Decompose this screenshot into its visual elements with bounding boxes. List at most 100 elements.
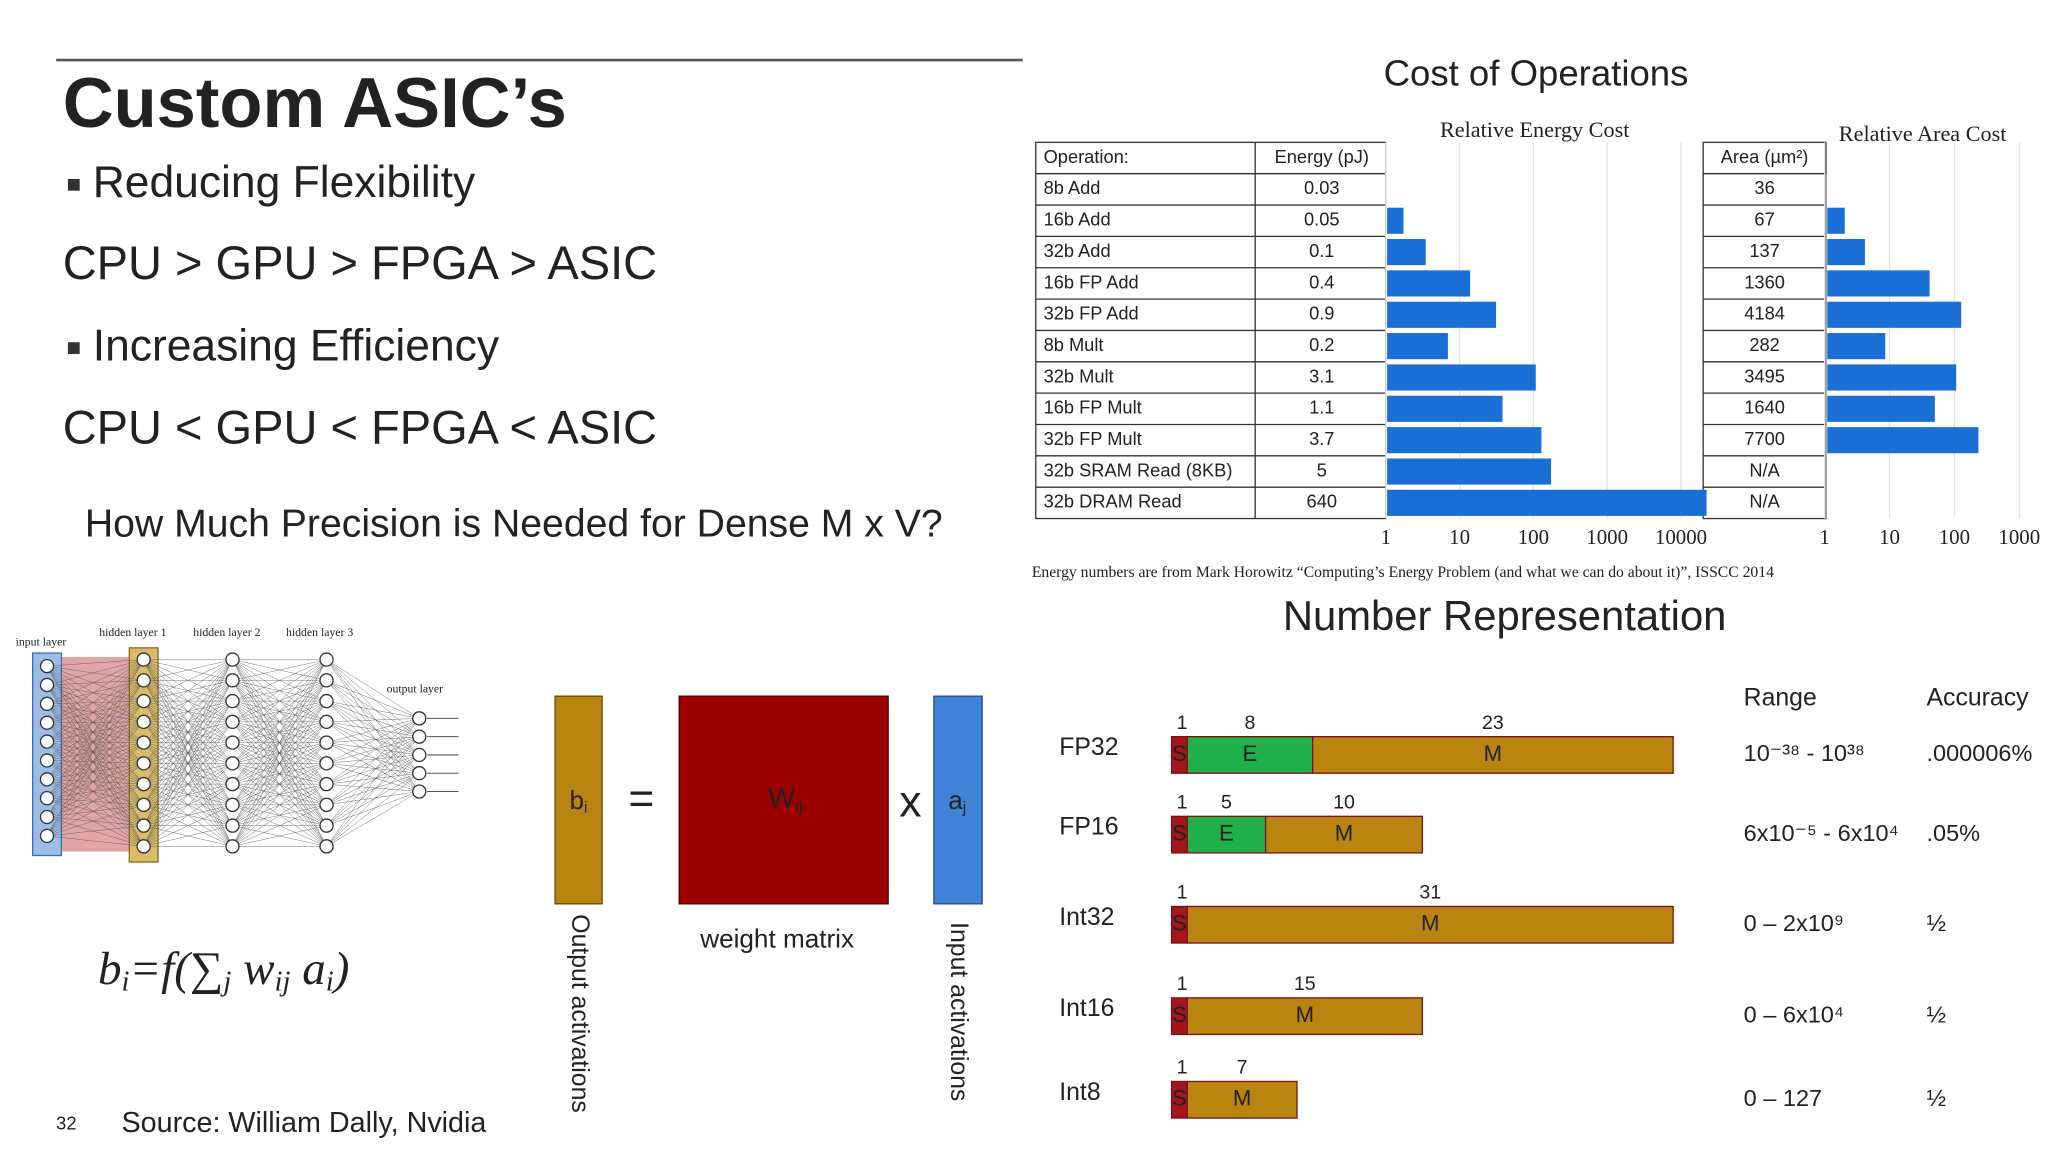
table-header: Energy (pJ) [1275,146,1369,167]
energy-bar [1387,333,1448,360]
net-edge [143,721,233,847]
net-node [319,735,334,750]
net-edge [326,700,420,792]
area-bar [1827,207,1845,234]
net-label: input layer [16,635,67,648]
format-name: Int32 [1059,904,1114,931]
net-edge [326,742,420,756]
subscript: i [584,800,587,817]
net-node [39,677,55,693]
net-edge [232,659,327,785]
area-bar [1827,364,1957,391]
net-edge [46,680,144,705]
net-edge [46,659,144,705]
net-node [412,766,427,781]
energy-bar [1387,489,1707,516]
net-edge [326,680,420,719]
area-bar [1827,270,1930,297]
net-edge [47,779,144,785]
energy-bar [1387,458,1552,485]
x-tick-label: 10 [1879,525,1900,549]
field-letter: S [1172,1002,1187,1027]
equals: = [628,775,654,824]
net-edge [46,783,144,799]
net-node [225,756,240,771]
net-edge [326,773,420,806]
net-edge [46,665,144,702]
comparison: CPU > GPU > FPGA > ASIC [63,236,657,289]
field-letter: S [1172,820,1187,845]
column-header: Range [1744,684,1817,711]
area-value: N/A [1749,491,1780,512]
range: 0 – 2x10⁹ [1744,910,1844,936]
net-edge [143,700,233,847]
net-edge [46,742,144,837]
net-edge [46,763,144,837]
net-edge [326,763,420,774]
net-edge [46,742,144,780]
op-name: 32b FP Add [1044,303,1139,324]
net-edge [326,721,420,792]
net-edge [46,700,144,818]
net-edge [326,680,420,774]
net-edge [326,718,420,785]
net-node [136,714,151,730]
formula-part: w [231,943,275,995]
net-edge [143,804,233,847]
bullet-text: Reducing Flexibility [93,158,476,207]
bullet [67,342,80,354]
net-node [225,714,240,730]
net-edge [46,659,144,818]
net-node [136,756,151,771]
net-edge [326,773,420,847]
area-value: 137 [1749,240,1779,261]
energy-value: 0.4 [1309,271,1334,292]
net-edge [232,659,327,847]
net-edge [46,721,144,818]
net-node [39,772,55,787]
op-name: 32b Add [1044,240,1111,261]
energy-value: 640 [1307,491,1337,512]
number-formats: FP32 10⁻³⁸ - 10³⁸ .000006% S 1 E 8 M 23 FP16 6x10⁻… [1059,712,2033,1119]
net-edge [232,659,327,723]
energy-value: 0.9 [1309,303,1334,324]
field-letter: M [1484,741,1502,766]
energy-bar [1387,239,1426,266]
net-edge [46,680,144,837]
net-node [412,729,427,744]
net-edge [232,763,327,847]
net-edge [46,659,144,837]
table-header: Operation: [1044,146,1129,167]
net-edge [143,659,233,805]
net-edge [232,742,327,847]
net-edge [46,659,144,686]
x-tick-label: 1000 [1586,525,1628,549]
net-edge [46,722,144,806]
bit-count: 1 [1177,791,1188,813]
accuracy: .000006% [1927,740,2033,766]
net-edge [326,659,420,756]
net-label: hidden layer 3 [286,626,353,639]
net-edge [46,760,144,806]
x-tick-label: 100 [1518,525,1549,549]
field-letter: E [1243,741,1258,766]
net-edge [47,741,144,743]
net-edge [46,742,144,761]
net-edge [46,665,144,785]
net-edge [46,659,144,761]
net-edge [326,700,420,719]
net-edge [46,722,144,826]
net-edge [46,763,144,780]
net-edge [46,703,144,847]
area-bar [1827,395,1935,422]
net-node [39,734,55,749]
energy-value: 1.1 [1309,397,1334,418]
times: x [899,777,921,826]
net-edge [326,763,420,792]
net-edge [232,825,327,847]
net-edge [46,665,144,723]
subscript: j [962,800,966,817]
net-edge [46,665,144,743]
bit-count: 1 [1177,712,1188,734]
op-name: 32b FP Mult [1044,428,1142,449]
